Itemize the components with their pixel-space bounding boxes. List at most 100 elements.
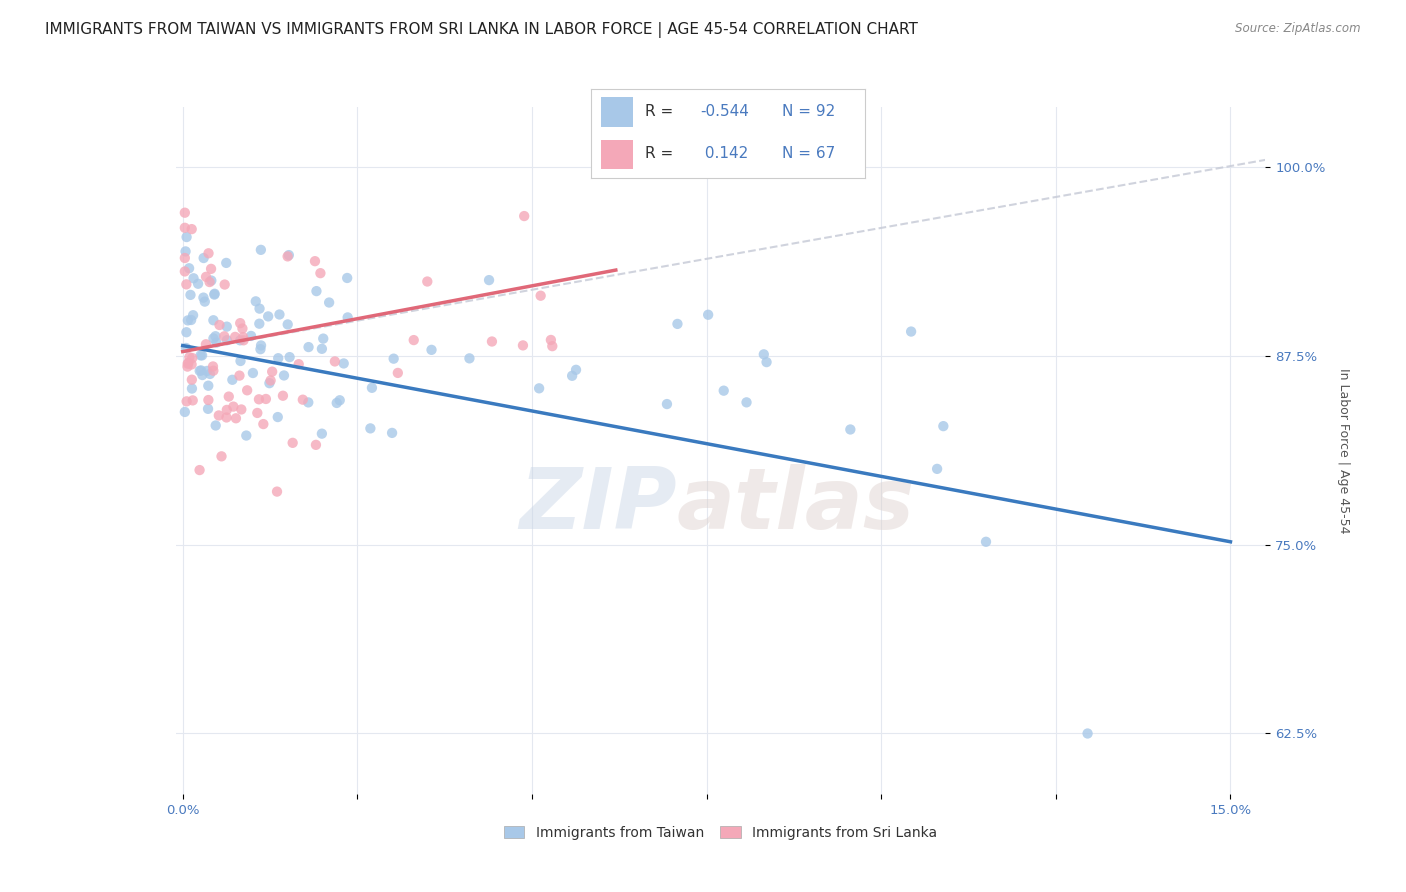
Point bbox=[530, 289, 553, 303]
Point bbox=[277, 318, 299, 332]
Point bbox=[180, 373, 202, 387]
Point bbox=[381, 425, 404, 440]
Point bbox=[229, 354, 252, 368]
Point bbox=[173, 264, 195, 278]
Point bbox=[361, 381, 384, 395]
Point bbox=[304, 254, 326, 268]
Point bbox=[311, 342, 333, 356]
Text: -0.544: -0.544 bbox=[700, 104, 749, 120]
Point bbox=[183, 271, 205, 285]
Point bbox=[225, 411, 247, 425]
Point bbox=[697, 308, 720, 322]
Point bbox=[176, 325, 198, 339]
Point bbox=[1077, 726, 1099, 740]
Point bbox=[218, 390, 240, 404]
Point bbox=[271, 389, 294, 403]
Point bbox=[231, 321, 253, 335]
Point bbox=[249, 301, 271, 316]
Point bbox=[188, 364, 211, 378]
Point bbox=[180, 222, 202, 236]
Point bbox=[215, 410, 238, 425]
Point bbox=[561, 368, 583, 383]
Legend: Immigrants from Taiwan, Immigrants from Sri Lanka: Immigrants from Taiwan, Immigrants from … bbox=[498, 821, 943, 846]
Point bbox=[932, 419, 955, 434]
Point bbox=[900, 325, 922, 339]
Point bbox=[202, 287, 225, 301]
Point bbox=[329, 393, 352, 408]
Point bbox=[180, 358, 202, 372]
Point bbox=[291, 392, 314, 407]
Point bbox=[311, 426, 333, 441]
Text: R =: R = bbox=[645, 104, 673, 120]
Point bbox=[512, 338, 534, 352]
Point bbox=[190, 363, 212, 377]
Point bbox=[174, 244, 197, 259]
Point bbox=[416, 275, 439, 289]
Point bbox=[262, 365, 284, 379]
Point bbox=[202, 313, 225, 327]
Y-axis label: In Labor Force | Age 45-54: In Labor Force | Age 45-54 bbox=[1337, 368, 1351, 533]
Point bbox=[221, 373, 243, 387]
Point bbox=[287, 357, 309, 371]
Point bbox=[231, 402, 253, 417]
Point bbox=[197, 246, 219, 260]
Point bbox=[655, 397, 678, 411]
Point bbox=[201, 359, 224, 374]
Point bbox=[305, 438, 328, 452]
Point bbox=[173, 405, 195, 419]
Point bbox=[195, 269, 218, 284]
Point bbox=[229, 334, 252, 348]
Point bbox=[194, 294, 217, 309]
Point bbox=[254, 392, 277, 406]
Text: IMMIGRANTS FROM TAIWAN VS IMMIGRANTS FROM SRI LANKA IN LABOR FORCE | AGE 45-54 C: IMMIGRANTS FROM TAIWAN VS IMMIGRANTS FRO… bbox=[45, 22, 918, 38]
Point bbox=[174, 341, 197, 355]
Point bbox=[202, 364, 225, 378]
Point bbox=[247, 392, 270, 407]
Point bbox=[187, 277, 209, 291]
Point bbox=[176, 359, 198, 374]
Point bbox=[240, 329, 263, 343]
Point bbox=[257, 310, 280, 324]
Point bbox=[190, 348, 212, 362]
Point bbox=[277, 249, 299, 263]
Point bbox=[173, 251, 195, 265]
Point bbox=[478, 273, 501, 287]
Point bbox=[513, 209, 536, 223]
Point bbox=[200, 261, 222, 276]
Point bbox=[305, 284, 328, 298]
Point bbox=[197, 392, 219, 407]
Point bbox=[235, 428, 257, 442]
Point bbox=[336, 271, 359, 285]
Point bbox=[540, 333, 562, 347]
Point bbox=[297, 395, 319, 409]
Point bbox=[666, 317, 689, 331]
Point bbox=[312, 332, 335, 346]
Point bbox=[309, 266, 332, 280]
Point bbox=[267, 351, 290, 366]
Point bbox=[204, 329, 226, 343]
Point bbox=[252, 417, 274, 431]
Point bbox=[713, 384, 735, 398]
Point bbox=[249, 342, 271, 356]
Point bbox=[752, 347, 775, 361]
Bar bbox=[602, 140, 633, 169]
Point bbox=[197, 378, 219, 392]
Point bbox=[247, 317, 270, 331]
Point bbox=[541, 339, 564, 353]
Point bbox=[177, 261, 200, 276]
Point bbox=[195, 364, 218, 378]
Point bbox=[214, 277, 236, 292]
Text: 0.142: 0.142 bbox=[700, 146, 748, 161]
Point bbox=[266, 484, 288, 499]
Point bbox=[259, 374, 281, 388]
Text: ZIP: ZIP bbox=[519, 464, 678, 547]
Point bbox=[735, 395, 758, 409]
Point bbox=[200, 274, 222, 288]
Point bbox=[402, 333, 425, 347]
Point bbox=[297, 340, 319, 354]
Point bbox=[173, 220, 195, 235]
Point bbox=[204, 418, 226, 433]
Point bbox=[211, 450, 233, 464]
Point bbox=[215, 319, 238, 334]
Point bbox=[181, 308, 204, 322]
